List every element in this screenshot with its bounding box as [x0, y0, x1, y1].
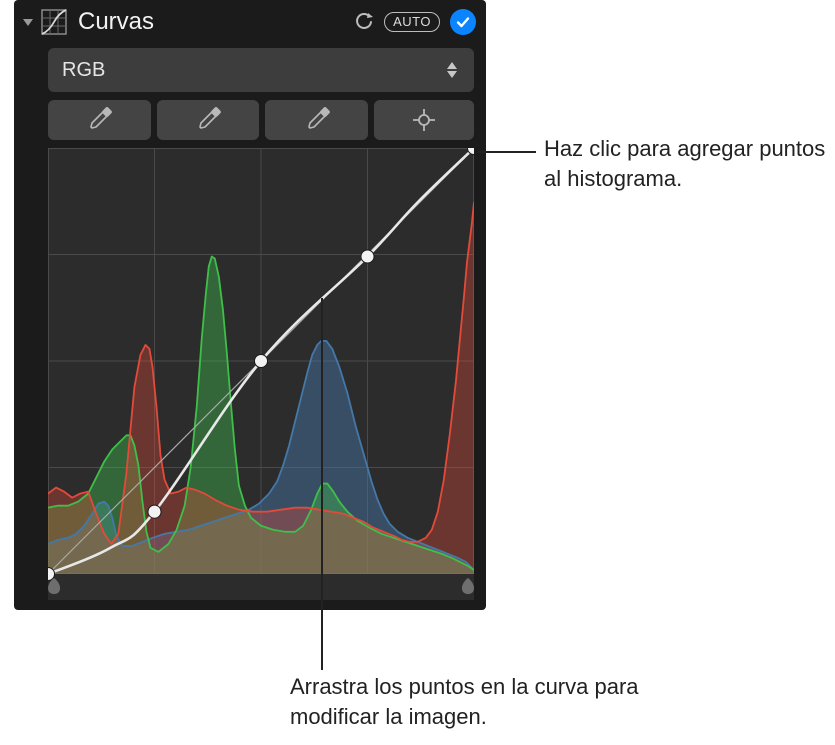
panel-header: Curvas AUTO	[14, 0, 486, 44]
eyedropper-white-button[interactable]	[265, 100, 368, 140]
callout-line	[478, 151, 536, 153]
reset-icon[interactable]	[352, 10, 376, 34]
curves-panel: Curvas AUTO RGB	[14, 0, 486, 610]
stepper-arrows-icon	[444, 62, 460, 78]
tool-row	[48, 100, 474, 140]
eyedropper-black-button[interactable]	[48, 100, 151, 140]
callout-line	[321, 298, 323, 670]
eyedropper-gray-button[interactable]	[157, 100, 260, 140]
callout-drag-points: Arrastra los puntos en la curva para mod…	[290, 672, 690, 731]
callout-add-points: Haz clic para agregar puntos al histogra…	[544, 134, 828, 193]
add-point-button[interactable]	[374, 100, 474, 140]
panel-title: Curvas	[78, 8, 352, 36]
enabled-checkmark-icon[interactable]	[450, 9, 476, 35]
curves-icon	[40, 8, 68, 36]
channel-select[interactable]: RGB	[48, 48, 474, 92]
auto-button[interactable]: AUTO	[384, 12, 440, 32]
channel-select-value: RGB	[62, 59, 444, 82]
disclosure-triangle-icon[interactable]	[20, 14, 36, 30]
curves-chart[interactable]	[48, 148, 474, 600]
